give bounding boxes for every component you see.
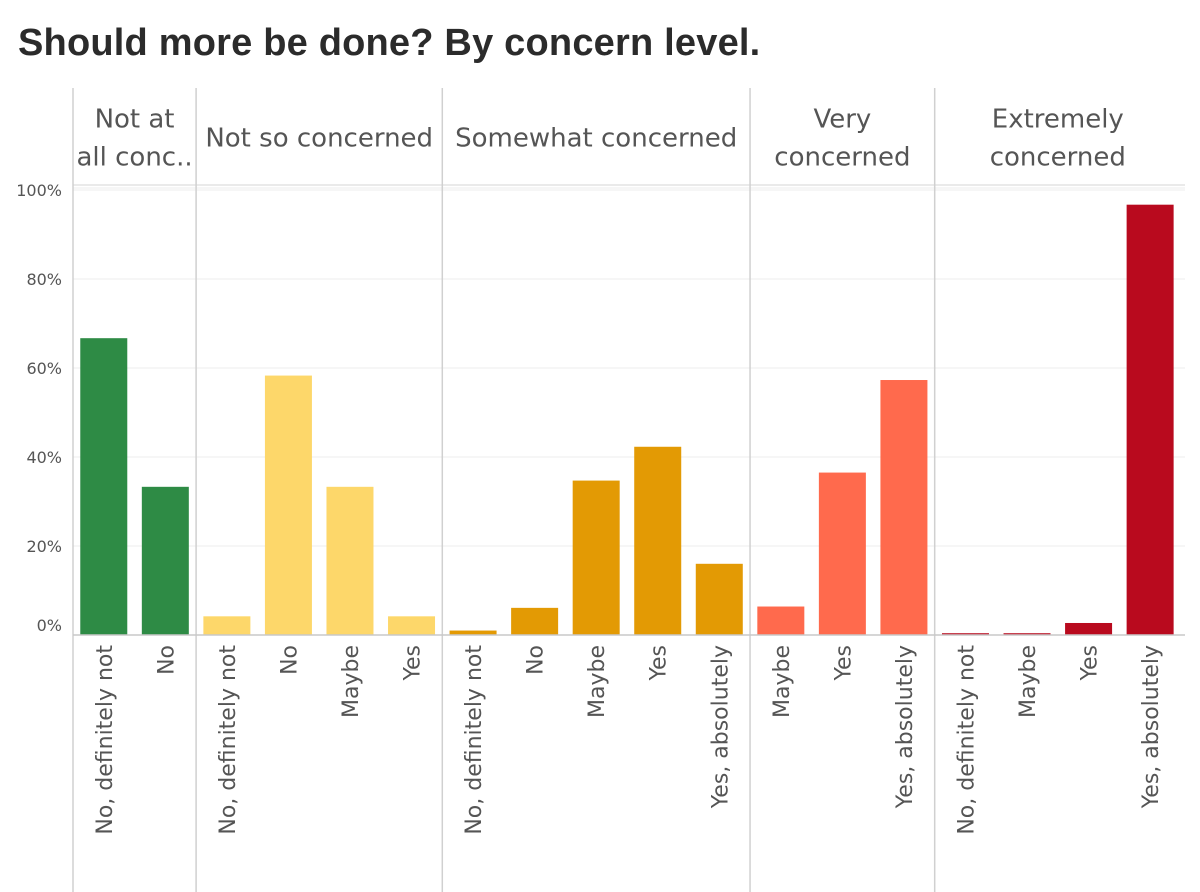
bar-4-1 <box>1003 633 1051 635</box>
category-label: No, definitely not <box>216 645 241 835</box>
category-label: Yes, absolutely <box>1139 645 1164 809</box>
y-tick-label: 20% <box>26 537 62 556</box>
category-label: Maybe <box>585 645 610 718</box>
panel-header-2: Somewhat concerned <box>455 124 737 154</box>
category-label: No, definitely not <box>93 645 118 835</box>
bar-4-2 <box>1065 622 1113 635</box>
bar-2-2 <box>572 480 620 635</box>
y-tick-label: 80% <box>26 270 62 289</box>
category-label: No <box>524 645 549 675</box>
panel-header-4: Extremely <box>992 105 1124 135</box>
panel-header-3: Very <box>813 105 871 135</box>
category-label: Yes <box>647 645 672 682</box>
panel-header-1: Not so concerned <box>205 124 433 154</box>
bar-2-0 <box>449 630 497 635</box>
bar-2-1 <box>511 607 559 635</box>
y-tick-label: 100% <box>16 181 62 200</box>
bar-3-1 <box>818 472 866 635</box>
bar-1-2 <box>326 486 374 635</box>
category-label: No, definitely not <box>954 645 979 835</box>
y-tick-label: 40% <box>26 448 62 467</box>
category-label: Yes <box>831 645 856 682</box>
category-label: No <box>277 645 302 675</box>
bar-0-0 <box>80 338 128 635</box>
bar-0-1 <box>141 486 189 635</box>
bar-3-2 <box>880 380 928 635</box>
panel-header-3: concerned <box>774 143 910 173</box>
bar-2-4 <box>695 563 743 635</box>
bar-1-0 <box>203 616 251 635</box>
category-label: Maybe <box>770 645 795 718</box>
bar-4-0 <box>941 633 989 635</box>
bar-3-0 <box>757 606 805 635</box>
bar-1-3 <box>388 616 436 635</box>
chart-title: Should more be done? By concern level. <box>18 22 761 64</box>
category-label: No, definitely not <box>462 645 487 835</box>
category-label: Yes, absolutely <box>708 645 733 809</box>
bar-1-1 <box>264 375 312 635</box>
panel-header-0: all conc.. <box>76 143 192 173</box>
bar-4-3 <box>1126 204 1174 635</box>
category-label: Yes <box>1078 645 1103 682</box>
panel-header-0: Not at <box>95 105 175 135</box>
y-tick-label: 0% <box>37 616 62 635</box>
category-label: Yes <box>401 645 426 682</box>
y-tick-label: 60% <box>26 359 62 378</box>
category-label: No <box>154 645 179 675</box>
category-label: Maybe <box>339 645 364 718</box>
category-label: Maybe <box>1016 645 1041 718</box>
panel-header-4: concerned <box>990 143 1126 173</box>
bar-2-3 <box>634 446 682 635</box>
category-label: Yes, absolutely <box>893 645 918 809</box>
